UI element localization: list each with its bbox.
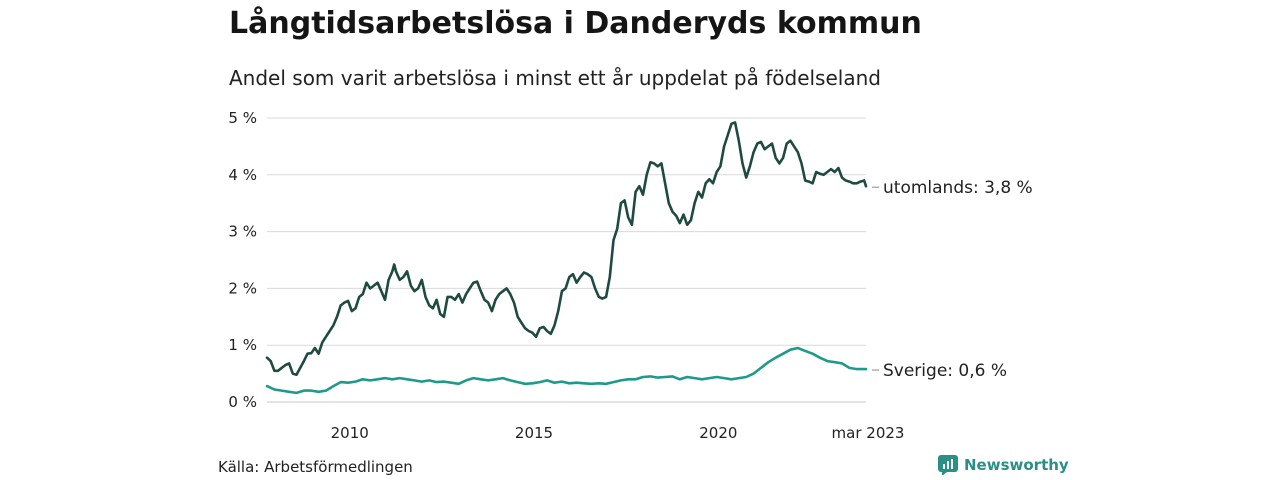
brand-logo: Newsworthy: [938, 455, 1069, 475]
end-labels: utomlands: 3,8 % Sverige: 0,6 %: [872, 178, 1033, 381]
y-tick-label: 2 %: [228, 279, 257, 297]
x-tick-label: 2020: [699, 424, 737, 442]
y-tick-label: 4 %: [228, 166, 257, 184]
newsworthy-logo-icon: [938, 455, 958, 475]
x-tick-label: mar 2023: [832, 424, 905, 442]
x-tick-label: 2015: [515, 424, 553, 442]
y-axis-ticks: 0 % 1 % 2 % 3 % 4 % 5 %: [228, 109, 257, 411]
chart-title: Långtidsarbetslösa i Danderyds kommun: [229, 6, 922, 41]
y-tick-label: 3 %: [228, 223, 257, 241]
chart-subtitle: Andel som varit arbetslösa i minst ett å…: [229, 66, 881, 90]
y-tick-label: 5 %: [228, 109, 257, 127]
brand-name: Newsworthy: [964, 456, 1069, 474]
series-line-utomlands: [265, 121, 868, 376]
source-note: Källa: Arbetsförmedlingen: [218, 458, 413, 476]
series-line-sverige: [265, 346, 868, 395]
line-chart: 0 %1 %2 %3 %4 %5 % 2010 2015 2020 mar 2023 …: [228, 109, 1033, 442]
x-tick-label: 2010: [331, 424, 369, 442]
end-label-utomlands: utomlands: 3,8 %: [883, 178, 1033, 198]
end-label-sverige: Sverige: 0,6 %: [883, 361, 1007, 381]
y-tick-label: 0 %: [228, 393, 257, 411]
x-axis-ticks: 2010 2015 2020 mar 2023: [331, 424, 905, 442]
series-lines: [265, 121, 868, 395]
y-tick-label: 1 %: [228, 336, 257, 354]
